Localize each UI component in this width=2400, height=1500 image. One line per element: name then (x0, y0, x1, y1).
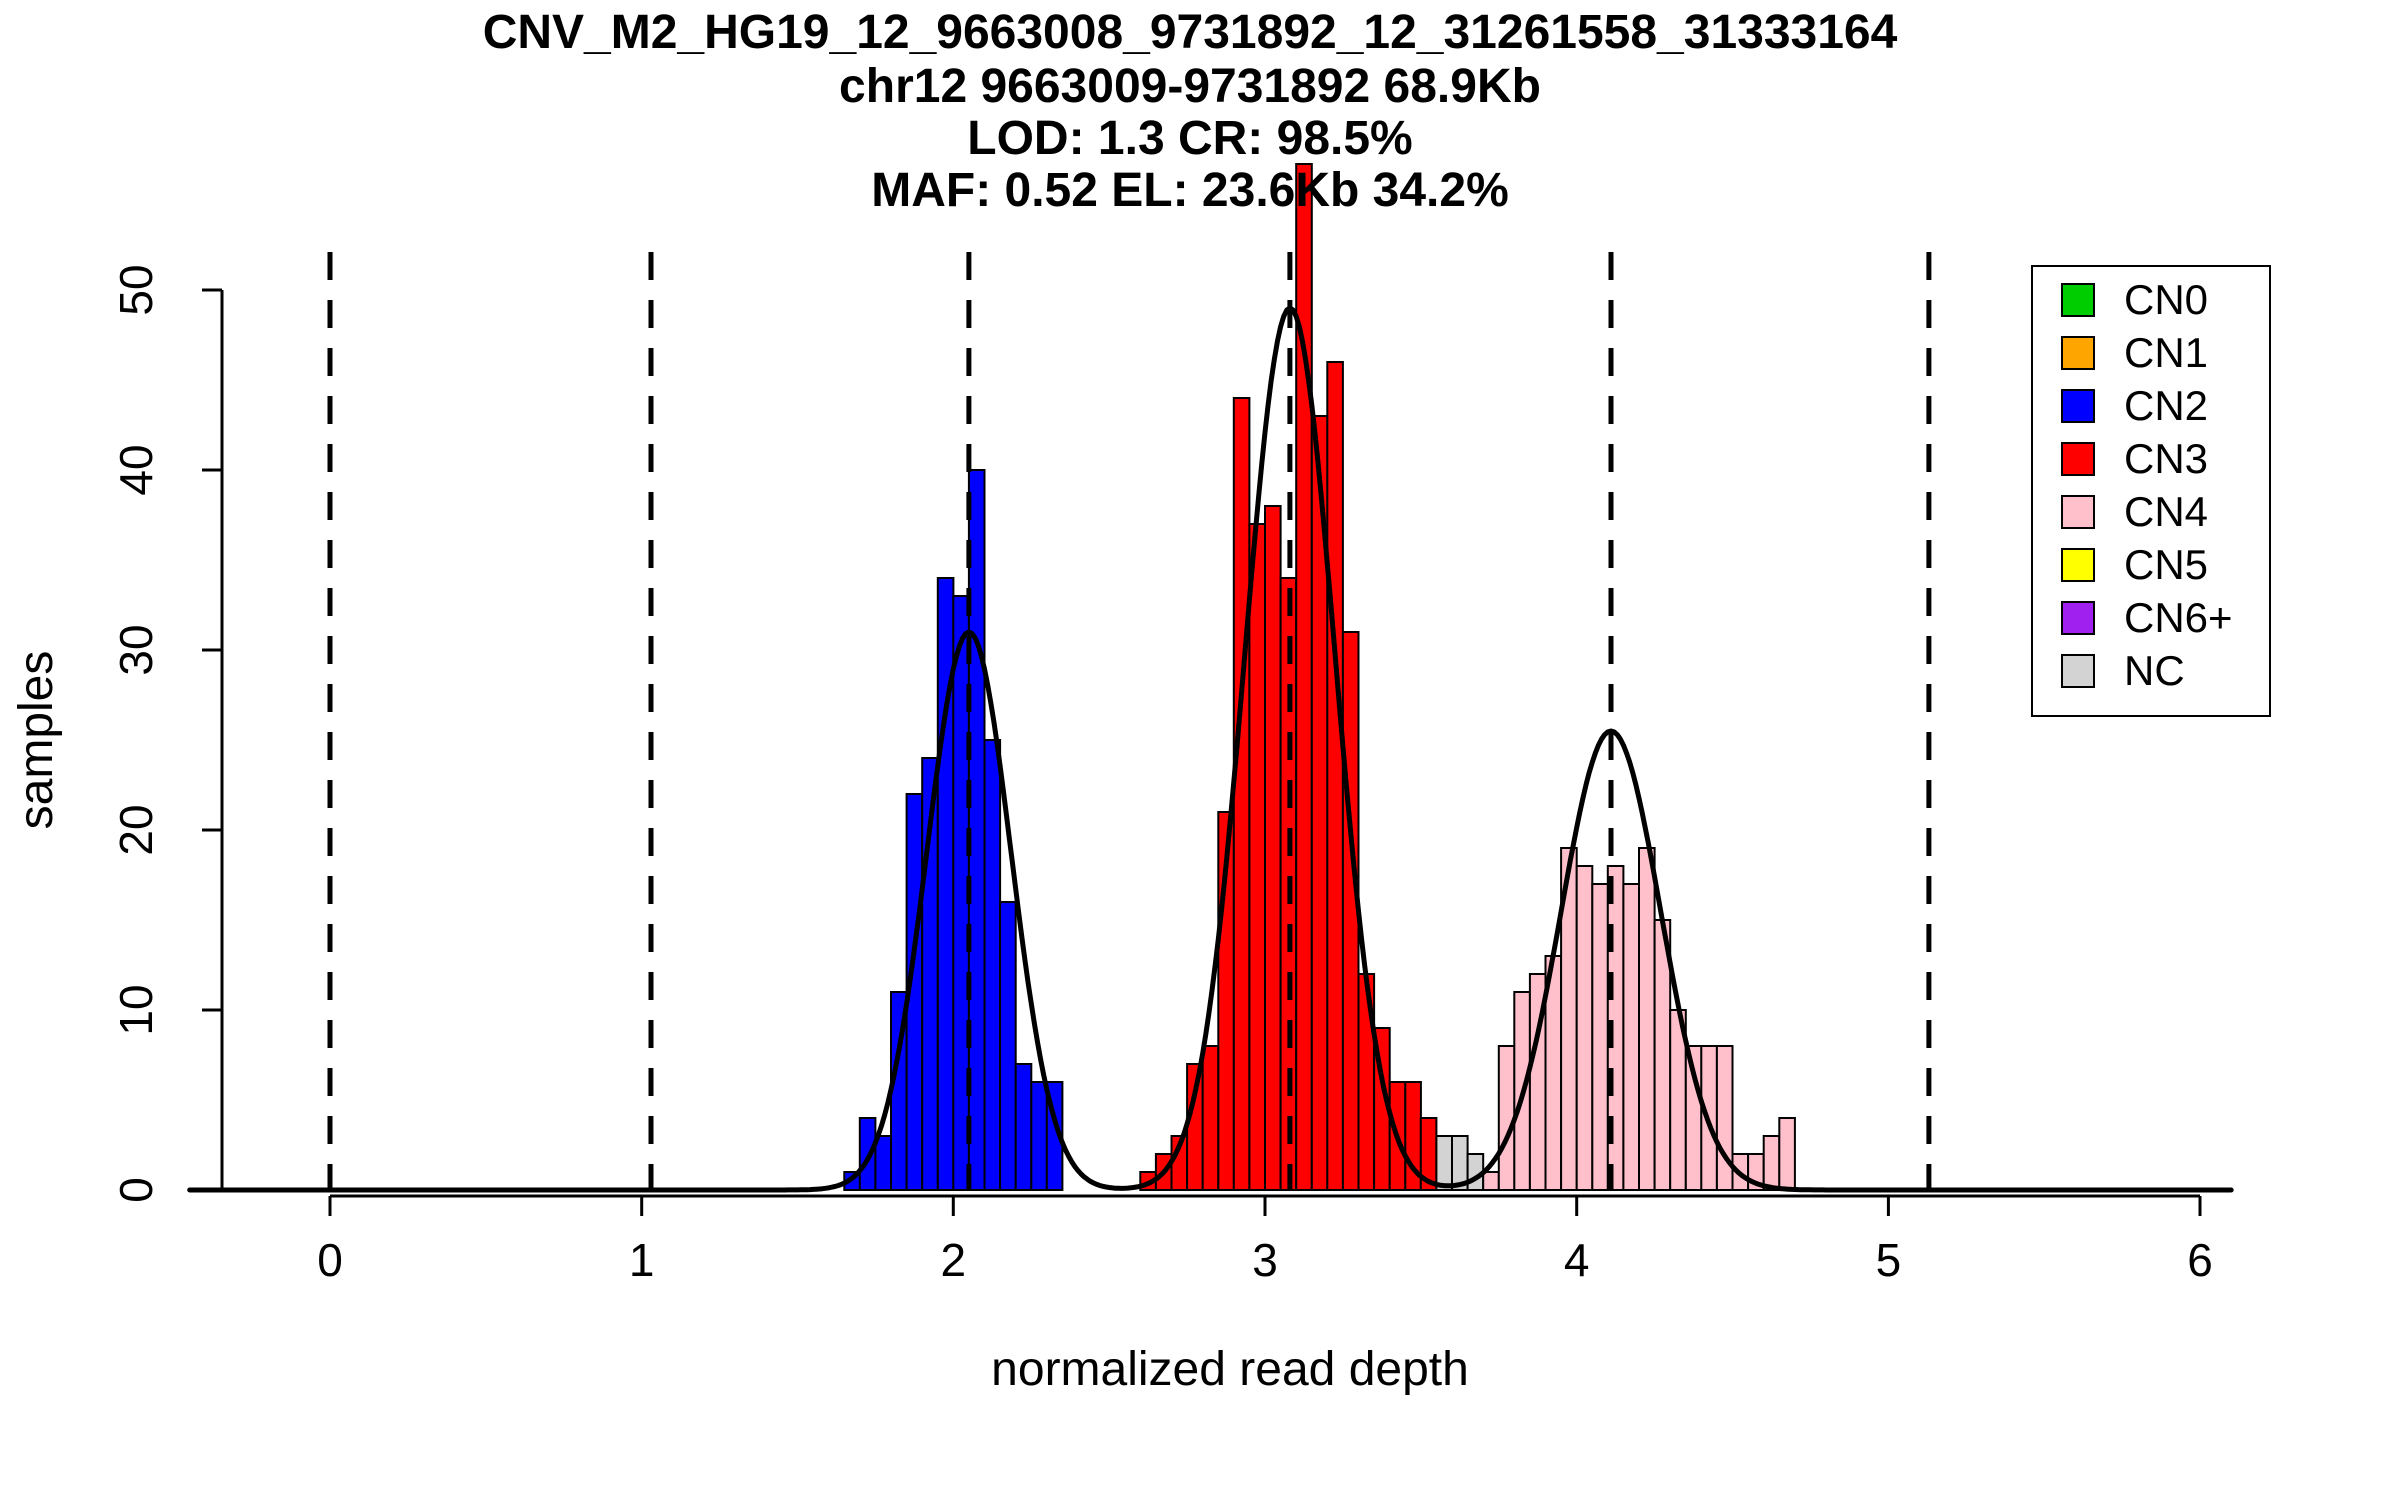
histogram-bar-CN4 (1778, 1117, 1796, 1191)
histogram-bar-CN3 (1201, 1045, 1220, 1191)
histogram-bar-NC (1435, 1135, 1454, 1191)
legend-swatch-CN5 (2061, 548, 2095, 582)
chart-title-line-1: CNV_M2_HG19_12_9663008_9731892_12_312615… (483, 6, 1898, 59)
chart-title-line-2: chr12 9663009-9731892 68.9Kb (839, 60, 1541, 113)
x-tick-label: 1 (629, 1234, 655, 1286)
x-tick-label: 4 (1564, 1234, 1590, 1286)
histogram-bar-CN2 (1030, 1081, 1048, 1191)
histogram-bar-CN3 (1264, 505, 1282, 1191)
legend-label-CN4: CN4 (2124, 488, 2208, 535)
histogram-bar-CN4 (1762, 1135, 1781, 1191)
histogram-bar-CN4 (1497, 1045, 1516, 1191)
legend-swatch-CN1 (2061, 336, 2095, 370)
x-tick-label: 0 (317, 1234, 343, 1286)
x-tick-label: 5 (1876, 1234, 1902, 1286)
histogram-bar-CN2 (999, 901, 1017, 1191)
legend-label-CN3: CN3 (2124, 435, 2208, 482)
y-tick-label: 20 (110, 804, 162, 855)
histogram-bar-CN3 (1248, 523, 1267, 1191)
y-tick-label: 40 (110, 444, 162, 495)
legend-label-NC: NC (2124, 647, 2185, 694)
x-tick-label: 2 (941, 1234, 967, 1286)
histogram-bar-CN4 (1638, 847, 1656, 1191)
histogram-bar-CN4 (1622, 883, 1641, 1191)
x-tick-label: 6 (2187, 1234, 2213, 1286)
histogram-bar-CN4 (1575, 865, 1594, 1191)
y-tick-label: 10 (110, 984, 162, 1035)
histogram-bar-CN2 (874, 1135, 893, 1191)
y-tick-label: 30 (110, 624, 162, 675)
legend-label-CN1: CN1 (2124, 329, 2208, 376)
legend-swatch-NC (2061, 654, 2095, 688)
x-tick-label: 3 (1252, 1234, 1278, 1286)
plot-area: 0 1 2 3 4 5 6 0 10 20 30 40 50 (110, 163, 2234, 1286)
histogram-bar-CN4 (1482, 1171, 1500, 1191)
histogram-bar-CN2 (983, 739, 1002, 1191)
legend-swatch-CN3 (2061, 442, 2095, 476)
legend-swatch-CN4 (2061, 495, 2095, 529)
legend-swatch-CN6+ (2061, 601, 2095, 635)
chart-title-line-4: MAF: 0.52 EL: 23.6Kb 34.2% (871, 164, 1509, 217)
legend-swatch-CN2 (2061, 389, 2095, 423)
legend: CN0 CN1 CN2 CN3 CN4 CN5 CN6+ NC (2031, 265, 2271, 717)
y-tick-label: 50 (110, 264, 162, 315)
histogram-bar-CN4 (1591, 883, 1609, 1191)
legend-label-CN2: CN2 (2124, 382, 2208, 429)
chart-title-line-3: LOD: 1.3 CR: 98.5% (967, 112, 1412, 165)
y-tick-label: 0 (110, 1177, 162, 1203)
histogram-bar-CN3 (1232, 397, 1251, 1191)
y-axis-label: samples (10, 651, 63, 830)
x-axis-label: normalized read depth (991, 1343, 1469, 1396)
legend-label-CN6+: CN6+ (2124, 594, 2233, 641)
histogram-bar-CN3 (1326, 361, 1344, 1191)
legend-label-CN5: CN5 (2124, 541, 2208, 588)
chart-title-block: CNV_M2_HG19_12_9663008_9731892_12_312615… (483, 6, 1898, 217)
histogram-bar-CN2 (1014, 1063, 1033, 1191)
legend-label-CN0: CN0 (2124, 276, 2208, 323)
histogram-bar-CN4 (1715, 1045, 1734, 1191)
gaussian-fit-curve (187, 305, 2234, 1193)
legend-swatch-CN0 (2061, 283, 2095, 317)
